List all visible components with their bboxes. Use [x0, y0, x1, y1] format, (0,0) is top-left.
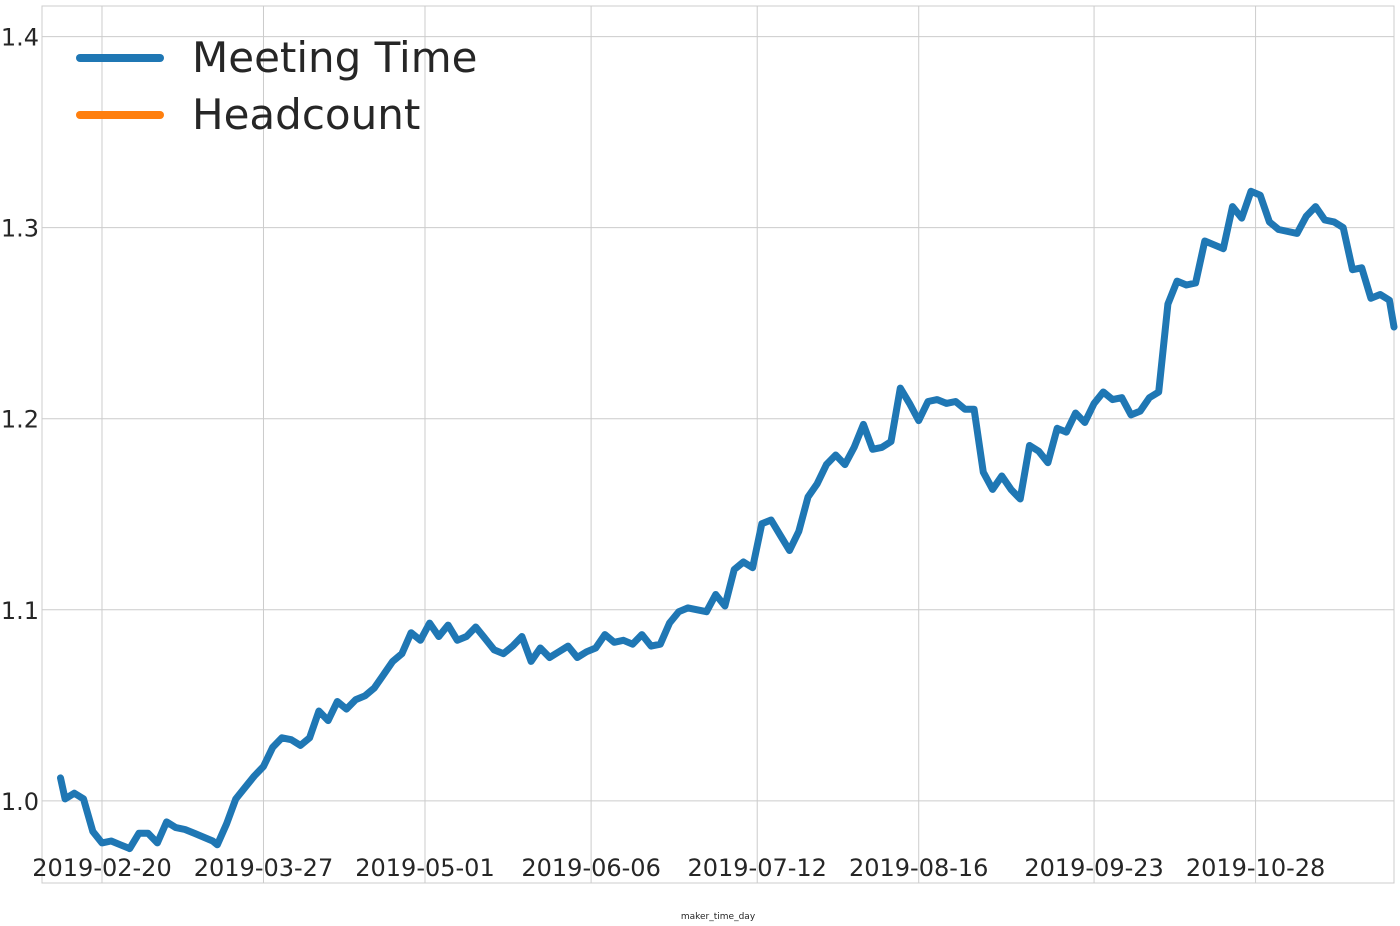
- y-tick-label: 1.0: [1, 788, 39, 816]
- y-axis-tick-labels: 1.0 1.1 1.2 1.3 1.4: [1, 24, 39, 816]
- y-tick-label: 1.4: [1, 24, 39, 52]
- legend: Meeting Time Headcount: [76, 33, 477, 139]
- y-tick-label: 1.1: [1, 597, 39, 625]
- x-tick-label: 2019-06-06: [521, 854, 660, 882]
- series-line-meeting-time: [57, 187, 1398, 853]
- grid-lines: [42, 6, 1394, 883]
- x-tick-label: 2019-07-12: [687, 854, 826, 882]
- x-axis-tick-labels: 2019-02-20 2019-03-27 2019-05-01 2019-06-06…: [32, 854, 1325, 882]
- legend-label-headcount: Headcount: [192, 90, 420, 139]
- plot-frame: [41, 5, 1395, 884]
- x-tick-label: 2019-05-01: [355, 854, 494, 882]
- x-tick-label: 2019-08-16: [849, 854, 988, 882]
- y-tick-label: 1.3: [1, 215, 39, 243]
- x-tick-label: 2019-03-27: [194, 854, 333, 882]
- legend-label-meeting-time: Meeting Time: [192, 33, 477, 82]
- x-axis-label: maker_time_day: [681, 912, 756, 922]
- x-tick-label: 2019-09-23: [1024, 854, 1163, 882]
- series-layer: [57, 187, 1398, 853]
- x-tick-label: 2019-10-28: [1186, 854, 1325, 882]
- x-tick-label: 2019-02-20: [32, 854, 171, 882]
- y-tick-label: 1.2: [1, 406, 39, 434]
